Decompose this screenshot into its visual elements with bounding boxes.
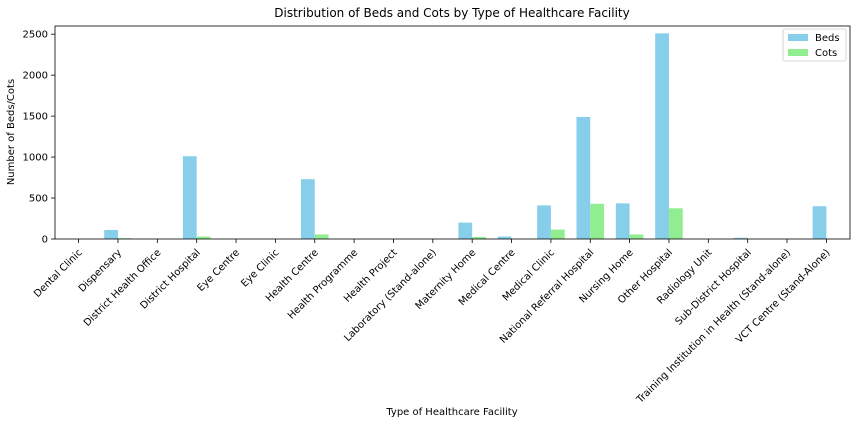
bar-cots-1 [117, 238, 132, 239]
bar-beds-11 [497, 236, 512, 239]
y-tick-label-1: 500 [29, 194, 48, 205]
bar-cots-15 [668, 208, 683, 239]
bar-cots-13 [590, 203, 605, 239]
y-tick-label-3: 1500 [23, 112, 48, 123]
legend-swatch-cots [788, 49, 808, 56]
y-tick-label-0: 0 [42, 235, 48, 246]
y-axis: 0 500 1000 1500 2000 2500 [23, 30, 55, 246]
legend-label-beds: Beds [815, 33, 840, 44]
y-tick-label-5: 2500 [23, 30, 48, 41]
bar-cots-3 [196, 236, 211, 239]
y-tick-label-2: 1000 [23, 153, 48, 164]
bar-beds-19 [812, 206, 827, 239]
bars-group [104, 33, 827, 240]
bar-cots-10 [472, 236, 486, 239]
bar-beds-3 [182, 156, 197, 239]
bar-beds-12 [537, 205, 551, 239]
y-axis-label: Number of Beds/Cots [6, 79, 17, 185]
bar-beds-13 [576, 116, 591, 239]
chart-title: Distribution of Beds and Cots by Type of… [274, 6, 629, 20]
bar-beds-14 [615, 203, 630, 239]
x-axis-label: Type of Healthcare Facility [385, 407, 517, 418]
legend-swatch-beds [788, 34, 808, 41]
legend: Beds Cots [782, 28, 847, 62]
bar-cots-12 [550, 229, 565, 239]
y-tick-label-4: 2000 [23, 71, 48, 82]
bar-cots-6 [314, 234, 329, 239]
plot-area-frame [54, 25, 851, 240]
bar-beds-10 [458, 222, 473, 239]
legend-label-cots: Cots [815, 48, 837, 59]
bar-cots-14 [629, 234, 644, 239]
bar-beds-17 [733, 237, 748, 239]
bar-beds-6 [300, 179, 315, 239]
bar-beds-15 [655, 33, 669, 240]
bar-beds-1 [104, 229, 118, 239]
